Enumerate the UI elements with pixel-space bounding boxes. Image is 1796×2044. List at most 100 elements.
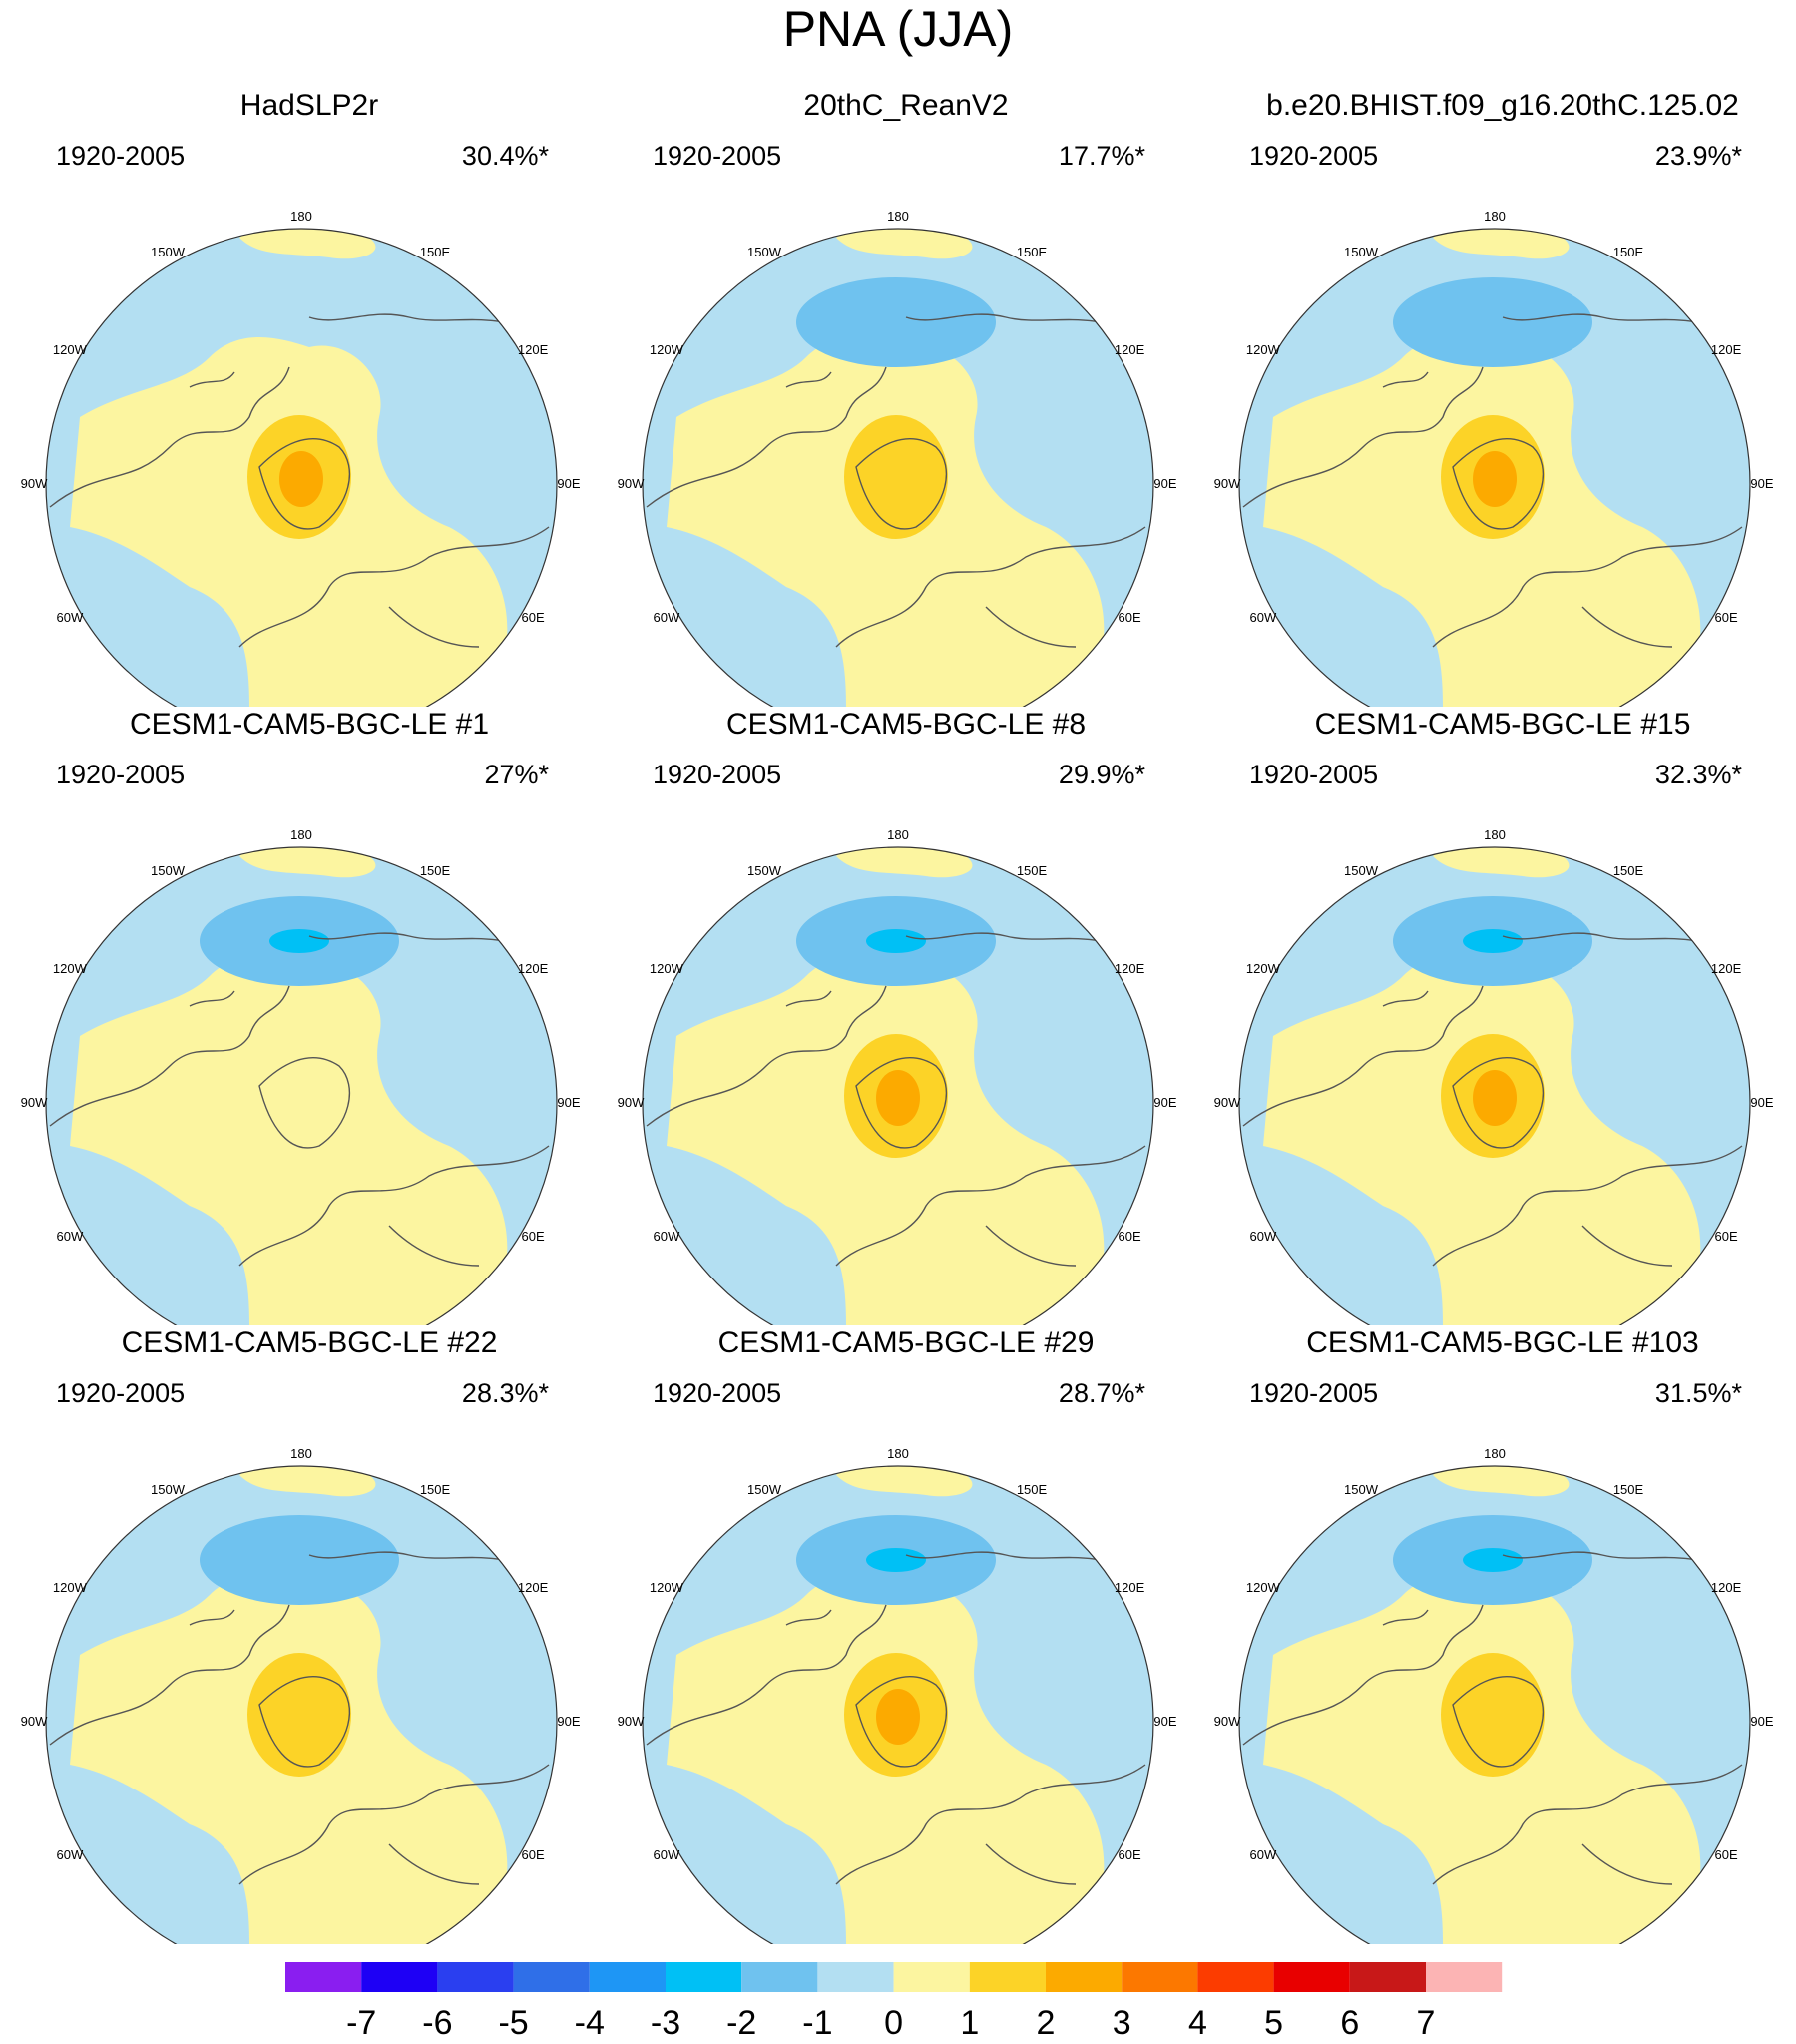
coastline [1432,1764,1743,1885]
coastline [238,1145,550,1267]
coastline [388,1843,480,1885]
longitude-label: 60W [1250,610,1277,625]
longitude-label: 120W [650,961,684,976]
panel-period: 1920-2005 [56,141,186,171]
colorbar-swatch [1046,1962,1122,1992]
panel-period: 1920-2005 [653,141,782,171]
coastline [189,1609,235,1626]
coastline [835,1764,1146,1885]
longitude-label: 180 [887,1446,909,1461]
panel-title: CESM1-CAM5-BGC-LE #22 [121,1326,498,1359]
coastlines [1242,932,1743,1267]
colorbar-tick-label: -5 [498,2004,528,2040]
coastline [835,1145,1146,1267]
longitude-label: 90E [1750,1714,1773,1729]
longitude-label: 120E [1115,342,1145,357]
longitude-label: 120E [518,342,549,357]
map-boundary [642,846,1154,1325]
map-boundary [45,846,558,1325]
longitude-label: 90W [618,476,645,491]
field-positive-core [1473,1070,1517,1126]
panel-period: 1920-2005 [1249,141,1379,171]
longitude-label: 150E [420,863,451,878]
coastline [646,985,887,1127]
colorbar-tick-label: 5 [1264,2004,1283,2040]
map-panel: CESM1-CAM5-BGC-LE #1 1920-2005 27%* 180 150E… [10,707,609,1325]
longitude-label: 90E [1153,1095,1176,1110]
field-negative-core [1463,1548,1523,1572]
longitude-label: 120E [1711,342,1742,357]
coastline [1581,606,1673,648]
colorbar-tick-label: -2 [726,2004,756,2040]
map-boundary [642,1465,1154,1944]
coastline [1452,438,1545,530]
coastline [1432,1145,1743,1267]
polar-map: 180150E120E90E60E30E030W60W90W120W150W [618,827,1177,1325]
coastline [1382,1609,1429,1626]
coastline [785,990,832,1007]
map-boundary [45,1465,558,1944]
coastline [985,606,1077,648]
colorbar-tick-label: -7 [346,2004,376,2040]
colorbar-swatch [666,1962,742,1992]
colorbar-tick-label: 7 [1417,2004,1436,2040]
map-panel: CESM1-CAM5-BGC-LE #22 1920-2005 28.3%* 180 1… [10,1325,609,1944]
longitude-label: 120W [53,342,88,357]
coastline [855,1057,948,1149]
longitude-label: 180 [290,1446,312,1461]
colorbar-swatch [1197,1962,1274,1992]
colorbar-tick-label: -1 [802,2004,832,2040]
polar-map: 180150E120E90E60E30E030W60W90W120W150W [1214,1446,1774,1944]
longitude-label: 60E [1715,1229,1738,1244]
contour-field [46,1466,557,1944]
field-positive-core [279,451,323,507]
coastline [1452,1057,1545,1149]
panel-title: CESM1-CAM5-BGC-LE #103 [1306,1326,1699,1359]
longitude-label: 120E [1711,961,1742,976]
field-negative-core [866,1548,926,1572]
field-positive-center [844,415,948,539]
longitude-label: 60W [1250,1229,1277,1244]
contour-field [643,1466,1153,1944]
colorbar-swatch [1426,1962,1503,1992]
longitude-label: 120W [1246,961,1281,976]
contour-field [643,847,1153,1325]
longitude-label: 90W [21,1714,48,1729]
longitude-label: 90W [1214,476,1241,491]
panel-title: CESM1-CAM5-BGC-LE #8 [725,708,1087,741]
page-title: PNA (JJA) [782,1,1014,57]
coastline [646,366,887,508]
coastline [646,1604,887,1746]
colorbar-tick-label: 1 [960,2004,979,2040]
colorbar-tick-label: -4 [575,2004,605,2040]
panel-title: b.e20.BHIST.f09_g16.20thC.125.02 [1266,89,1739,122]
longitude-label: 60E [1119,1847,1141,1862]
panel-variance: 31.5%* [1654,1378,1742,1408]
panel-title: CESM1-CAM5-BGC-LE #1 [129,708,490,741]
coastline [835,526,1146,648]
longitude-label: 90W [21,1095,48,1110]
longitude-label: 90W [1214,1714,1241,1729]
colorbar-tick-label: 2 [1037,2004,1056,2040]
colorbar-swatch [741,1962,818,1992]
longitude-label: 150E [1613,863,1644,878]
longitude-label: 90E [557,1714,580,1729]
longitude-label: 180 [1484,1446,1506,1461]
coastlines [646,313,1146,648]
longitude-label: 180 [290,209,312,224]
panel-variance: 29.9%* [1058,760,1145,789]
longitude-label: 120W [53,961,88,976]
field-positive-core [1473,451,1517,507]
map-boundary [1238,1465,1751,1944]
field-positive-center [247,1653,351,1777]
panel-period: 1920-2005 [653,760,782,789]
longitude-label: 120W [650,1580,684,1595]
colorbar-tick-label: -6 [422,2004,452,2040]
contour-field [1239,847,1750,1325]
map-panel: 20thC_ReanV2 1920-2005 17.7%* 180 150E 120E 90… [607,88,1205,707]
colorbar-swatch [361,1962,438,1992]
longitude-label: 120E [1711,1580,1742,1595]
polar-map: 180150E120E90E60E30E030W60W90W120W150W [1214,827,1774,1325]
colorbar-swatch [1349,1962,1426,1992]
